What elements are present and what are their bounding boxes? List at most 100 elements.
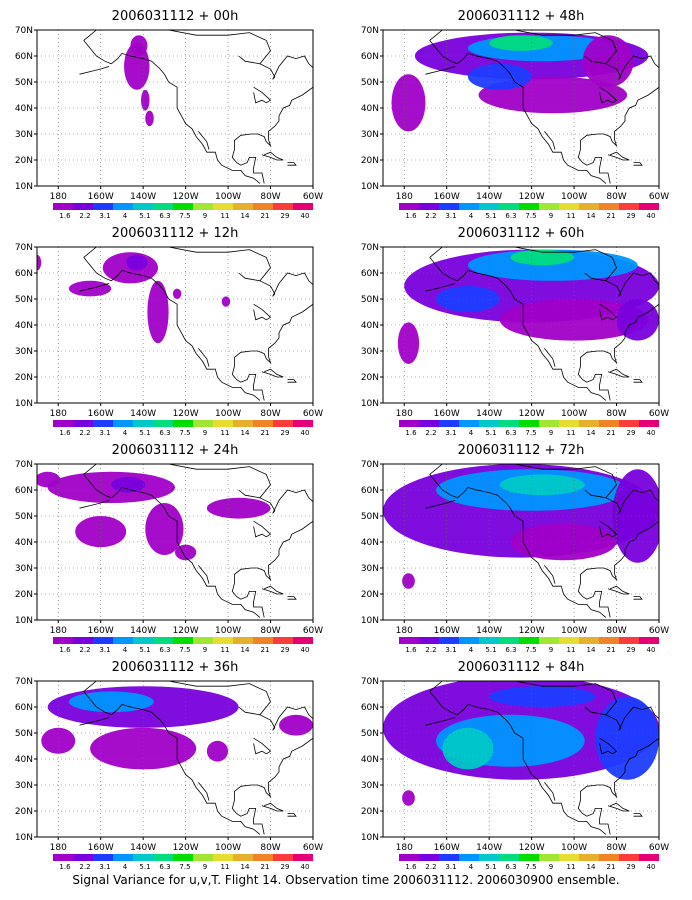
- colorbar-label: 5.1: [139, 429, 150, 437]
- colorbar-swatch: [399, 420, 419, 427]
- colorbar-label: 21: [607, 429, 616, 437]
- colorbar-label: 14: [587, 212, 596, 220]
- colorbar-label: 40: [647, 863, 656, 871]
- colorbar-label: 3.1: [99, 429, 110, 437]
- coastline: [253, 86, 272, 104]
- colorbar-swatch: [619, 203, 639, 210]
- colorbar-label: 40: [301, 212, 310, 220]
- coastline: [231, 706, 313, 835]
- y-tick-label: 40N: [361, 538, 379, 548]
- x-tick-label: 60W: [649, 409, 669, 419]
- coastline: [287, 162, 297, 166]
- variance-region: [47, 471, 175, 503]
- variance-region: [37, 471, 61, 488]
- colorbar-swatch: [559, 420, 579, 427]
- colorbar-swatch: [273, 203, 293, 210]
- colorbar-swatch: [499, 637, 519, 644]
- x-tick-label: 80W: [260, 626, 280, 636]
- y-tick-label: 50N: [15, 78, 33, 88]
- colorbar-swatch: [293, 637, 313, 644]
- colorbar-swatch: [293, 854, 313, 861]
- x-tick-label: 100W: [215, 409, 241, 419]
- x-tick-label: 180: [396, 843, 413, 853]
- colorbar-label: 4: [123, 646, 128, 654]
- y-tick-label: 20N: [15, 156, 33, 166]
- colorbar-label: 5.1: [139, 212, 150, 220]
- colorbar-label: 5.1: [485, 429, 496, 437]
- y-tick-label: 10N: [15, 399, 33, 409]
- colorbar-swatch: [213, 637, 233, 644]
- colorbar-swatch: [579, 637, 599, 644]
- variance-region: [279, 714, 313, 736]
- x-tick-label: 140W: [476, 843, 502, 853]
- colorbar-swatch: [519, 854, 539, 861]
- colorbar-swatch: [639, 203, 659, 210]
- coastline: [425, 500, 456, 509]
- colorbar-swatch: [399, 854, 419, 861]
- colorbar-label: 6.3: [505, 863, 516, 871]
- colorbar-label: 40: [301, 646, 310, 654]
- coastline: [79, 500, 110, 509]
- x-tick-label: 140W: [130, 843, 156, 853]
- coastline: [261, 151, 284, 161]
- colorbar-label: 14: [241, 212, 250, 220]
- colorbar-label: 3.1: [445, 429, 456, 437]
- colorbar-swatch: [399, 637, 419, 644]
- x-tick-label: 80W: [606, 409, 626, 419]
- y-tick-label: 10N: [15, 833, 33, 843]
- y-tick-label: 70N: [361, 677, 379, 687]
- y-tick-label: 60N: [361, 486, 379, 496]
- colorbar-label: 5.1: [139, 646, 150, 654]
- coastline: [577, 706, 659, 835]
- x-tick-label: 180: [50, 192, 67, 202]
- y-tick-label: 50N: [15, 729, 33, 739]
- colorbar-swatch: [113, 203, 133, 210]
- colorbar-swatch: [499, 203, 519, 210]
- coastline: [577, 489, 659, 618]
- colorbar-label: 2.2: [79, 212, 90, 220]
- coastline: [198, 782, 210, 801]
- coastline: [599, 86, 618, 104]
- colorbar-label: 6.3: [505, 429, 516, 437]
- x-tick-label: 120W: [519, 409, 545, 419]
- coastline: [79, 717, 110, 726]
- colorbar-label: 2.2: [425, 212, 436, 220]
- coastline: [253, 737, 272, 755]
- x-tick-label: 100W: [561, 626, 587, 636]
- colorbar-label: 21: [261, 863, 270, 871]
- coastline: [83, 30, 271, 65]
- x-tick-label: 80W: [606, 192, 626, 202]
- y-tick-label: 70N: [15, 460, 33, 470]
- y-tick-label: 60N: [361, 703, 379, 713]
- colorbar-swatch: [253, 854, 273, 861]
- variance-region: [141, 89, 150, 111]
- colorbar-label: 4: [123, 429, 128, 437]
- colorbar-label: 2.2: [79, 863, 90, 871]
- map-panel: 2006031112 + 72h 10N 20N 30N 40N 50N 60N 70N 180…: [361, 443, 669, 654]
- x-tick-label: 60W: [649, 626, 669, 636]
- map-panel: 2006031112 + 60h 10N 20N 30N 40N 50N 60N 70N 180…: [361, 226, 669, 437]
- colorbar-swatch: [439, 203, 459, 210]
- colorbar-label: 9: [549, 863, 553, 871]
- variance-region: [616, 299, 659, 341]
- colorbar-label: 9: [203, 429, 207, 437]
- colorbar-swatch: [153, 203, 173, 210]
- colorbar-label: 21: [607, 863, 616, 871]
- colorbar-label: 1.6: [405, 429, 417, 437]
- map-panel: 2006031112 + 36h 10N 20N 30N 40N 50N 60N 70N 180…: [15, 660, 323, 871]
- colorbar-swatch: [499, 420, 519, 427]
- colorbar-swatch: [579, 854, 599, 861]
- colorbar-label: 2.2: [425, 863, 436, 871]
- x-tick-label: 180: [50, 843, 67, 853]
- colorbar-label: 7.5: [525, 863, 536, 871]
- colorbar-swatch: [93, 854, 113, 861]
- colorbar-swatch: [419, 203, 439, 210]
- y-tick-label: 60N: [361, 52, 379, 62]
- x-tick-label: 140W: [476, 626, 502, 636]
- map-panels: 2006031112 + 00h 10N 20N 30N 40N 50N 60N 70N 180…: [15, 9, 669, 871]
- y-tick-label: 60N: [15, 52, 33, 62]
- colorbar-swatch: [639, 420, 659, 427]
- colorbar-label: 6.3: [159, 646, 170, 654]
- colorbar-label: 40: [301, 863, 310, 871]
- variance-region: [489, 35, 553, 51]
